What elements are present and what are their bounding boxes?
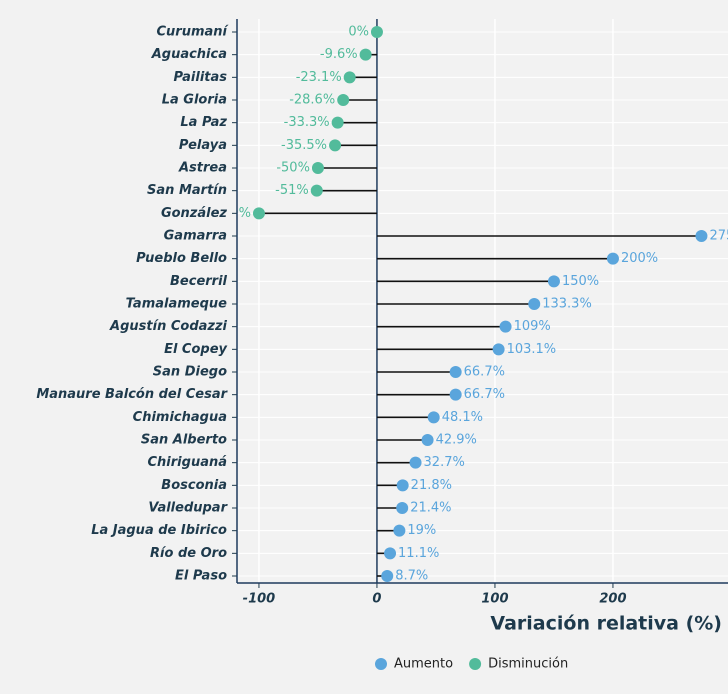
dot	[310, 184, 323, 197]
value-label: 21.4%	[410, 501, 451, 516]
y-tick-label: Curumaní	[157, 25, 230, 40]
dot	[329, 139, 342, 152]
y-tick-label: Río de Oro	[150, 546, 227, 561]
legend-label: Aumento	[394, 657, 453, 672]
dot	[311, 162, 324, 174]
legend-swatch	[375, 658, 387, 670]
dot	[396, 479, 409, 492]
value-label: 42.9%	[436, 433, 477, 448]
value-label: 8.7%	[395, 569, 428, 584]
y-tick-label: La Jagua de Ibirico	[91, 523, 227, 538]
value-label: 109%	[514, 319, 551, 334]
x-tick-label: -100	[243, 592, 276, 607]
value-label: -9.6%	[320, 47, 358, 62]
y-tick-label: Chiriguaná	[148, 455, 228, 470]
y-tick-label: Valledupar	[148, 501, 228, 516]
y-tick-label: El Copey	[164, 342, 227, 357]
y-tick-label: Manaure Balcón del Cesar	[36, 387, 228, 402]
dot	[492, 343, 505, 356]
value-label: 200%	[621, 251, 658, 266]
dot	[393, 524, 406, 537]
value-label: 66.7%	[464, 387, 505, 402]
dot	[331, 116, 344, 129]
dot	[409, 456, 422, 469]
y-tick-label: San Martín	[147, 183, 227, 198]
y-tick-label: González	[161, 206, 227, 221]
y-tick-label: Becerril	[170, 274, 228, 289]
value-label: 150%	[562, 274, 599, 289]
y-tick-label: El Paso	[175, 569, 227, 584]
y-tick-label: La Paz	[180, 115, 227, 130]
dot	[695, 230, 708, 242]
dot	[370, 26, 383, 38]
value-label: -35.5%	[281, 138, 327, 153]
x-tick-label: 200	[599, 592, 626, 607]
plot-background	[237, 19, 728, 583]
value-label: -33.3%	[284, 115, 330, 130]
value-label: 103.1%	[507, 342, 557, 357]
value-label: 66.7%	[464, 365, 505, 380]
dot	[252, 207, 265, 220]
dot	[359, 48, 372, 61]
dot	[381, 570, 394, 582]
y-tick-label: La Gloria	[162, 93, 227, 108]
x-tick-label: 0	[372, 592, 381, 607]
y-tick-label: San Diego	[153, 365, 227, 380]
y-tick-label: San Alberto	[141, 433, 227, 448]
y-tick-label: Pelaya	[179, 138, 227, 153]
value-label: 19%	[407, 523, 436, 538]
dot	[528, 298, 541, 310]
dot	[547, 275, 560, 288]
dot	[384, 547, 397, 560]
x-tick-label: 100	[481, 592, 508, 607]
y-tick-label: Astrea	[178, 161, 227, 176]
y-tick-label: Tamalameque	[126, 297, 228, 312]
legend-swatch	[469, 658, 482, 670]
dot	[606, 252, 619, 265]
legend-label: Disminución	[488, 657, 568, 672]
value-label: -51%	[275, 183, 309, 198]
value-label: 48.1%	[442, 410, 483, 425]
value-label: 21.8%	[411, 478, 452, 493]
value-label: -28.6%	[289, 93, 335, 108]
y-tick-label: Pailitas	[173, 70, 227, 85]
y-tick-label: Agustín Codazzi	[109, 319, 227, 334]
value-label: -50%	[276, 161, 310, 176]
dot	[449, 366, 462, 378]
plot-area: 275%200%150%133.3%109%103.1%66.7%66.7%48…	[209, 19, 728, 584]
dot	[396, 502, 409, 514]
value-label: 32.7%	[424, 455, 465, 470]
value-label: 0%	[348, 25, 369, 40]
dot	[427, 411, 440, 424]
dot	[343, 71, 356, 84]
dot	[499, 320, 512, 333]
x-axis-title: Variación relativa (%)	[490, 613, 722, 635]
y-tick-label: Pueblo Bello	[136, 251, 227, 266]
value-label: 275%	[709, 229, 728, 244]
value-label: 11.1%	[398, 546, 439, 561]
y-tick-label: Chimichagua	[133, 410, 227, 425]
y-tick-label: Bosconia	[161, 478, 227, 493]
dot	[421, 434, 434, 446]
dot	[449, 388, 462, 401]
value-label: -23.1%	[296, 70, 342, 85]
value-label: 133.3%	[542, 297, 592, 312]
y-tick-label: Aguachica	[151, 47, 227, 62]
y-tick-label: Gamarra	[164, 229, 227, 244]
value-label: -100%	[209, 206, 251, 221]
dot	[337, 94, 350, 106]
